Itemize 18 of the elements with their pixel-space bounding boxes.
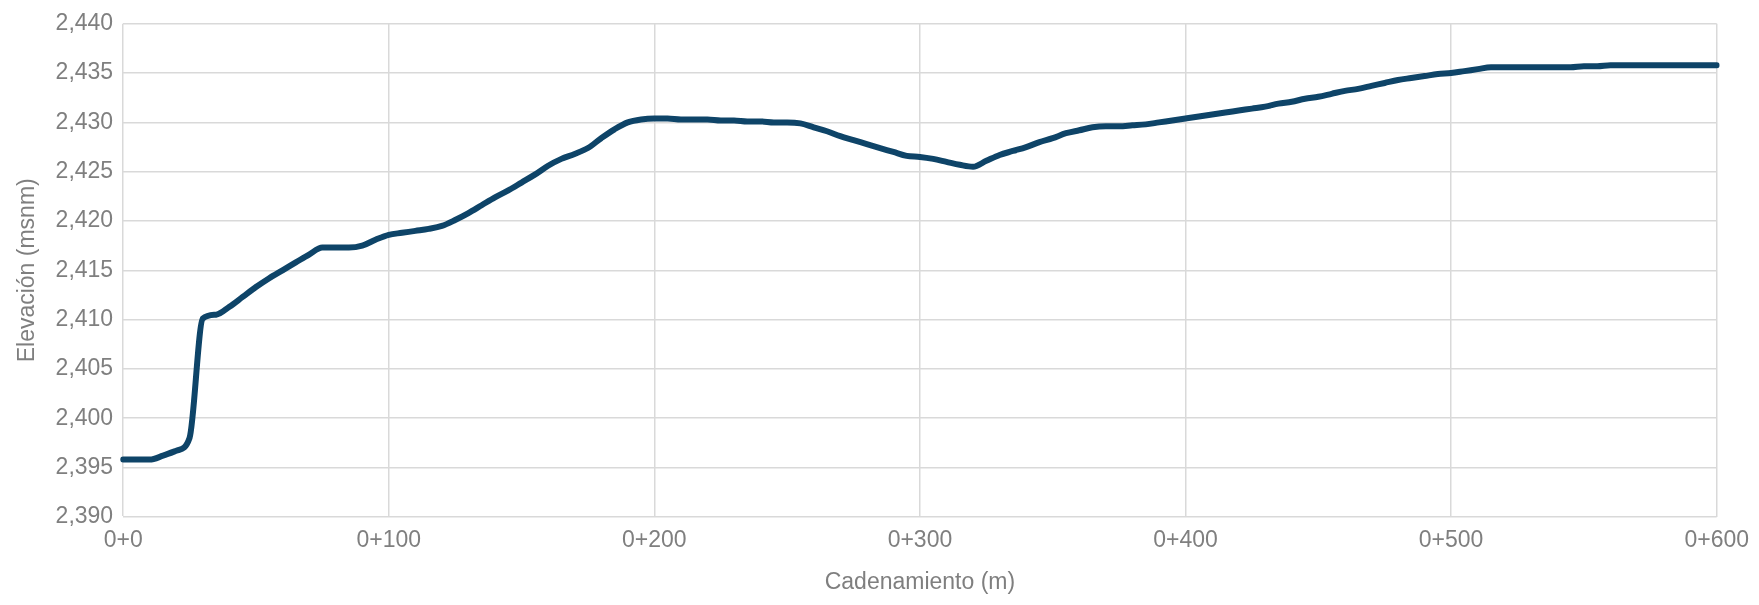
y-tick-label: 2,415 (55, 255, 114, 282)
x-axis-title: Cadenamiento (m) (824, 567, 1016, 594)
y-tick-label: 2,405 (55, 354, 114, 381)
x-tick-label: 0+100 (356, 525, 422, 552)
y-tick-label: 2,420 (55, 206, 114, 233)
y-axis-title: Elevación (msnm) (13, 178, 40, 363)
y-tick-label: 2,425 (55, 157, 114, 184)
x-tick-label: 0+500 (1418, 525, 1484, 552)
x-tick-label: 0+300 (887, 525, 953, 552)
y-tick-label: 2,400 (55, 403, 114, 430)
y-tick-label: 2,430 (55, 107, 114, 134)
y-tick-label: 2,435 (55, 58, 114, 85)
x-tick-label: 0+200 (622, 525, 687, 552)
y-tick-label: 2,395 (55, 452, 114, 479)
y-tick-label: 2,440 (55, 9, 114, 36)
y-tick-label: 2,410 (55, 304, 114, 331)
x-tick-label: 0+600 (1684, 525, 1750, 552)
x-tick-label: 0+400 (1153, 525, 1218, 552)
